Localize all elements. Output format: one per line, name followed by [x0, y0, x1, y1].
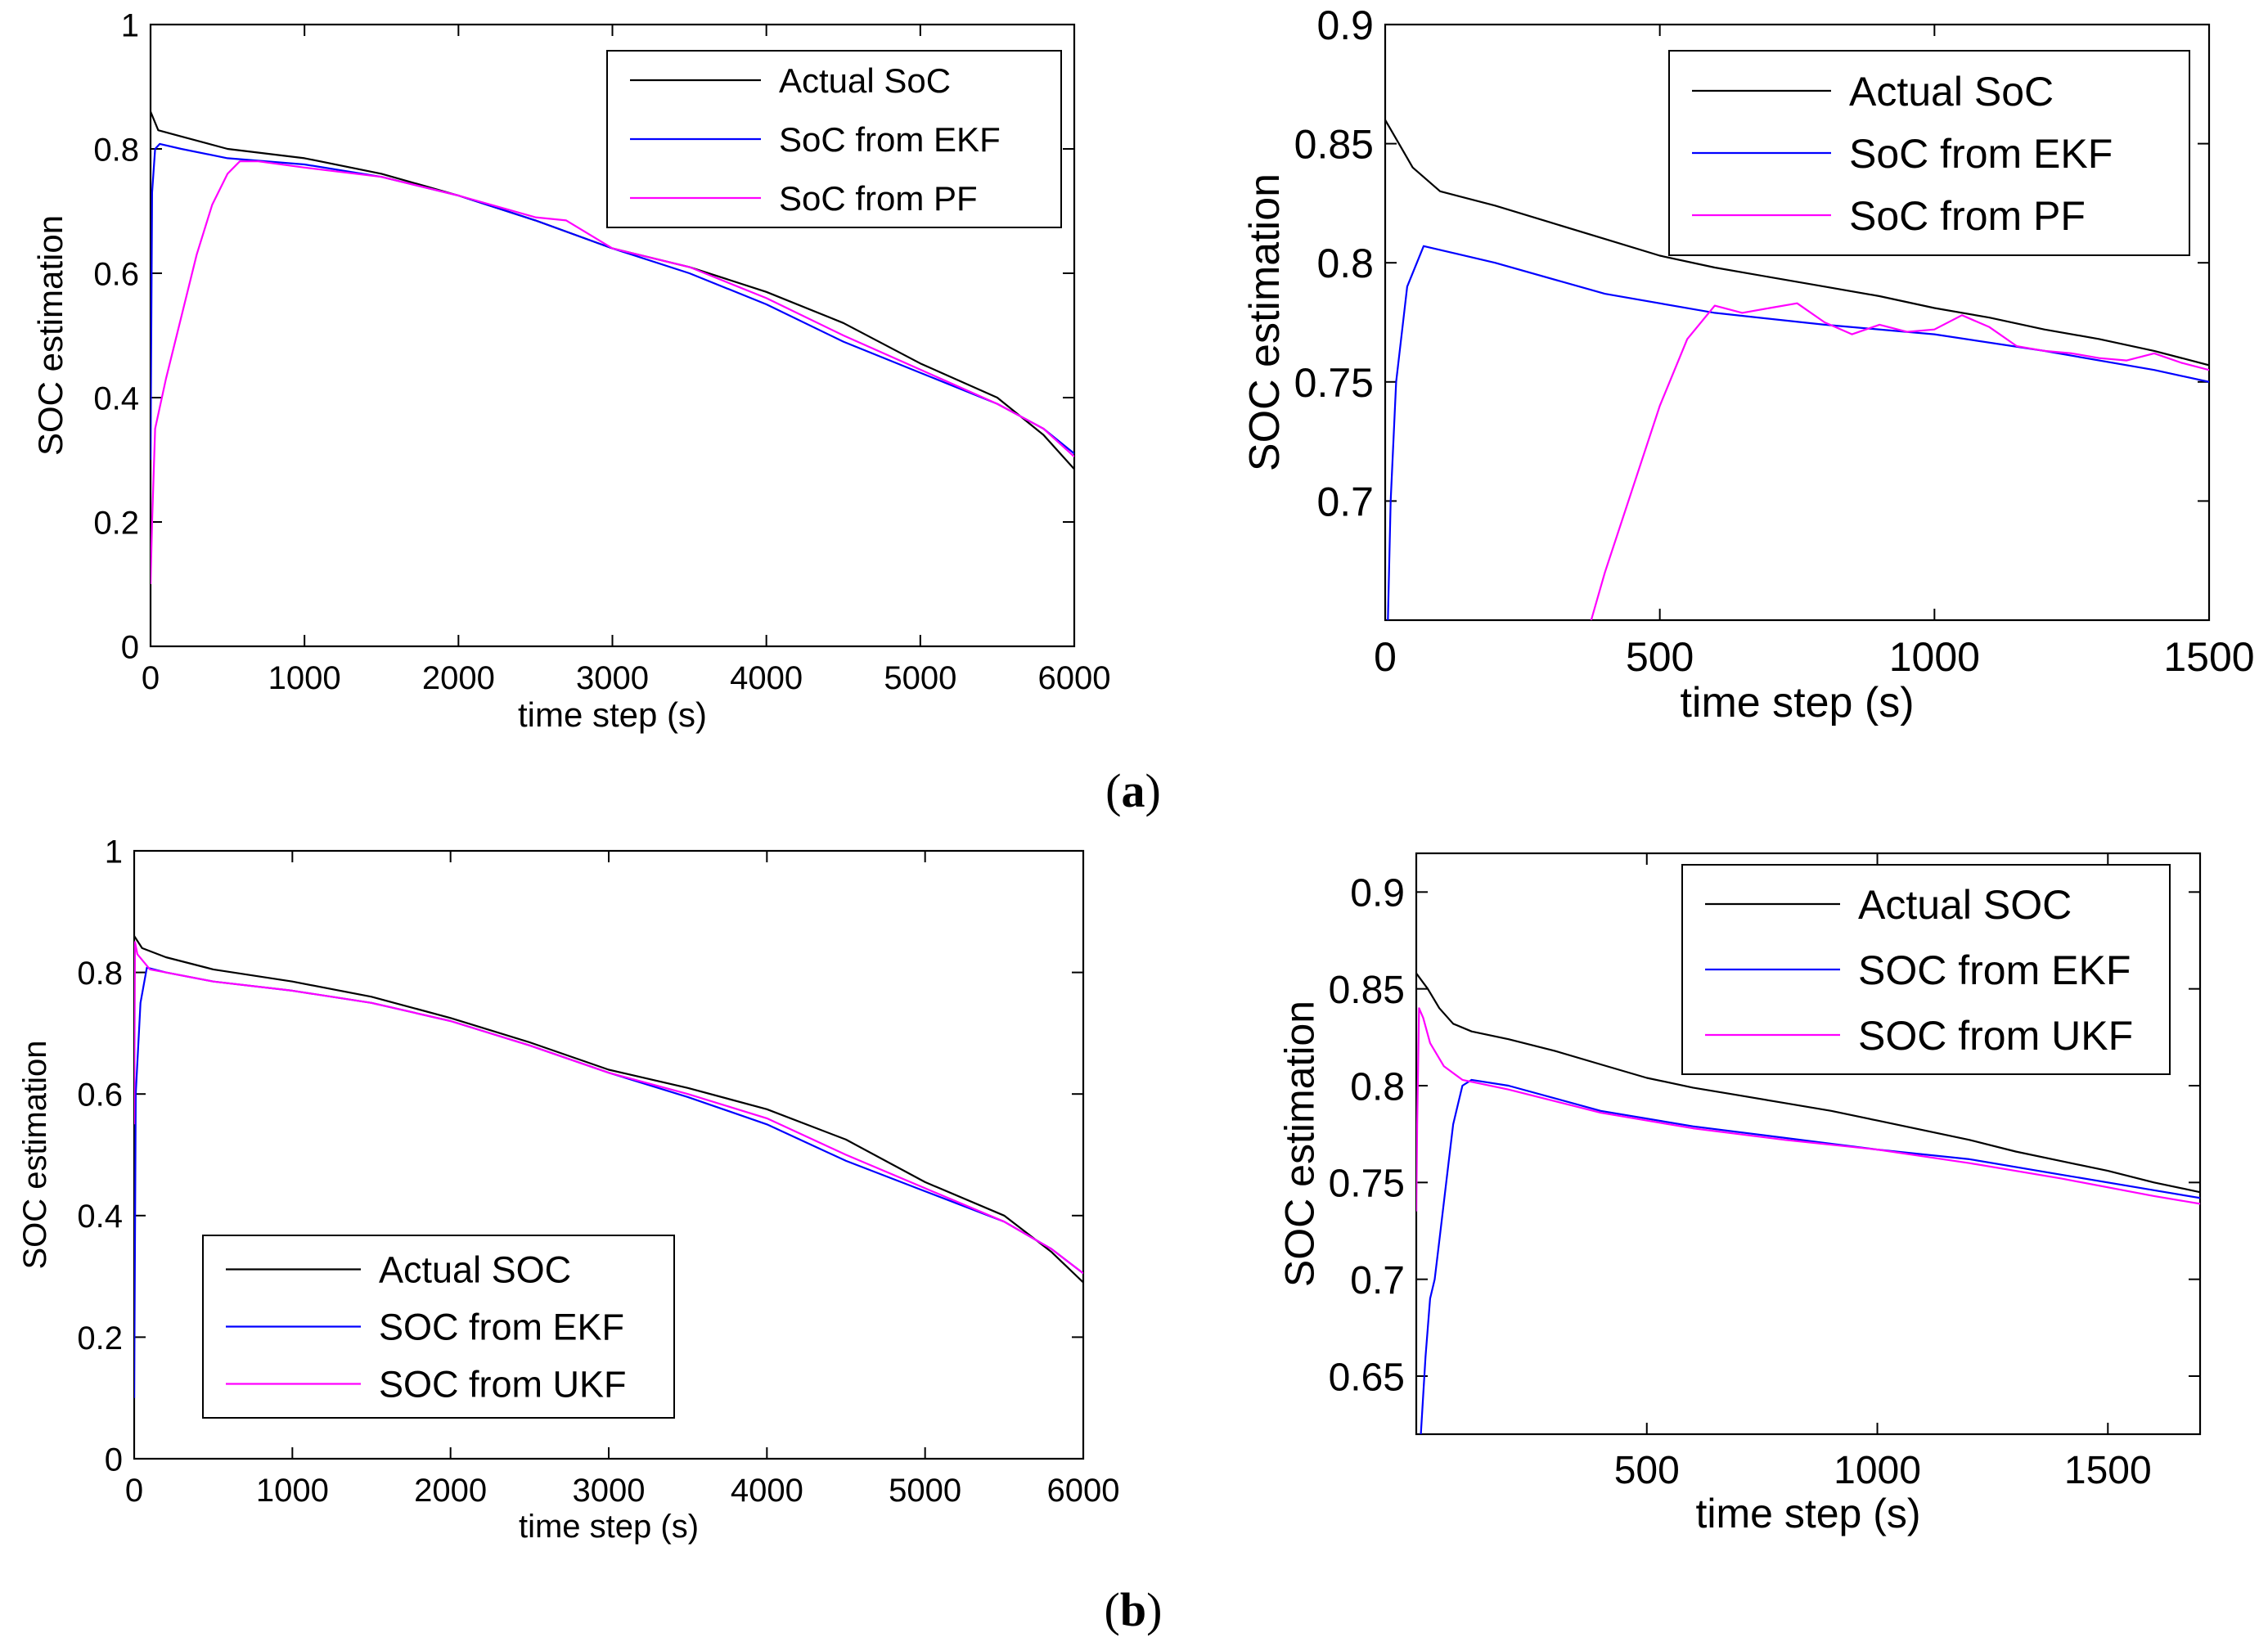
legend-label: SOC from UKF	[1858, 1013, 2133, 1059]
legend: Actual SOC SOC from EKF SOC from UKF	[1681, 864, 2171, 1075]
x-tick-label: 3000	[576, 660, 649, 696]
series-group	[1416, 973, 2200, 1434]
y-tick-label: 0.75	[1329, 1163, 1405, 1206]
panel-label-b: (b)	[1105, 1583, 1163, 1636]
x-tick-label: 0	[142, 660, 160, 696]
legend-label: SOC from EKF	[1858, 947, 2131, 993]
series-line-actual-soc	[134, 935, 1083, 1284]
y-tick-label: 0.6	[77, 1077, 123, 1113]
y-tick-label: 0.8	[1350, 1065, 1405, 1109]
legend-label: SoC from EKF	[1849, 131, 2113, 177]
x-tick-label: 4000	[730, 660, 803, 696]
x-tick-label: 500	[1626, 634, 1694, 680]
y-tick-label: 0.8	[77, 956, 123, 992]
y-tick-label: 0.9	[1316, 2, 1374, 48]
legend-label: SoC from EKF	[779, 120, 1001, 159]
y-tick-label: 0.7	[1316, 479, 1374, 524]
legend-label: SOC from UKF	[379, 1364, 627, 1406]
x-tick-label: 6000	[1047, 1473, 1120, 1509]
series-line-actual-soc	[1416, 973, 2200, 1194]
x-tick-label: 5000	[889, 1473, 961, 1509]
panel-label-b-letter: b	[1120, 1583, 1146, 1636]
panel-label-a-letter: a	[1122, 764, 1145, 817]
panel-label-a: (a)	[1105, 764, 1161, 817]
x-axis-label: time step (s)	[518, 695, 707, 734]
x-tick-label: 500	[1614, 1449, 1680, 1492]
series-line-soc-from-ukf	[1416, 1007, 2200, 1212]
x-tick-label: 0	[1374, 634, 1397, 680]
series-line-actual-soc	[1385, 119, 2209, 367]
series-line-soc-from-pf	[151, 160, 1074, 585]
y-tick-label: 0.8	[93, 132, 139, 168]
y-tick-label: 0.4	[77, 1199, 123, 1235]
x-tick-label: 6000	[1038, 660, 1111, 696]
y-tick-label: 0.8	[1316, 241, 1374, 286]
series-line-soc-from-pf	[1590, 302, 2209, 620]
y-tick-label: 1	[105, 834, 123, 870]
x-tick-label: 1000	[268, 660, 341, 696]
series-line-soc-from-ekf	[151, 142, 1074, 461]
y-tick-label: 0.85	[1294, 122, 1374, 168]
x-tick-label: 2000	[422, 660, 495, 696]
y-tick-label: 0.2	[93, 505, 139, 541]
y-tick-label: 0.85	[1329, 969, 1405, 1012]
series-group	[134, 935, 1083, 1398]
y-axis-label: SOC estimation	[1276, 1001, 1322, 1287]
y-tick-label: 0.2	[77, 1320, 123, 1356]
x-tick-label: 1000	[1834, 1449, 1921, 1492]
legend-label: Actual SOC	[379, 1249, 571, 1291]
x-tick-label: 4000	[731, 1473, 803, 1509]
legend: Actual SoC SoC from EKF SoC from PF	[606, 50, 1062, 228]
legend-label: Actual SoC	[1849, 69, 2054, 115]
series-line-soc-from-ukf	[134, 941, 1083, 1275]
y-tick-label: 0.4	[93, 380, 139, 416]
legend: Actual SOC SOC from EKF SOC from UKF	[202, 1235, 675, 1419]
legend-label: SoC from PF	[779, 179, 978, 218]
series-group	[1385, 119, 2209, 620]
y-axis-label: SOC estimation	[17, 1040, 53, 1269]
x-tick-label: 2000	[414, 1473, 487, 1509]
x-tick-label: 5000	[884, 660, 956, 696]
legend: Actual SoC SoC from EKF SoC from PF	[1668, 50, 2190, 256]
x-tick-label: 0	[125, 1473, 143, 1509]
y-axis-label: SOC estimation	[31, 215, 70, 456]
chart-b-full-range: 0 1000 2000 3000 4000 5000 6000 0 0.2 0.4 0.6 0.8 1 t…	[17, 834, 1119, 1545]
y-tick-label: 0.6	[93, 256, 139, 292]
y-tick-label: 0.75	[1294, 360, 1374, 406]
y-tick-label: 0.65	[1329, 1356, 1405, 1399]
y-tick-label: 0.7	[1350, 1259, 1405, 1302]
chart-a-full-range: 0 1000 2000 3000 4000 5000 6000 0 0.2 0.4 0.6 0.8 1 t…	[31, 7, 1110, 734]
x-tick-label: 1500	[2064, 1449, 2152, 1492]
x-axis-label: time step (s)	[1680, 679, 1914, 727]
legend-label: Actual SoC	[779, 61, 951, 100]
chart-a-zoomed: 0 500 1000 1500 0.7 0.75 0.8 0.85 0.9 time step (…	[1241, 2, 2255, 727]
y-tick-label: 0	[105, 1442, 123, 1478]
y-tick-label: 1	[121, 7, 139, 43]
series-group	[151, 110, 1074, 585]
y-tick-label: 0	[121, 629, 139, 665]
x-tick-label: 1000	[1889, 634, 1980, 680]
chart-b-zoomed: 500 1000 1500 0.65 0.7 0.75 0.8 0.85 0.9 time ste…	[1276, 852, 2202, 1536]
y-axis-label: SOC estimation	[1241, 173, 1289, 471]
x-tick-label: 3000	[573, 1473, 646, 1509]
legend-label: SOC from EKF	[379, 1307, 624, 1348]
legend-label: Actual SOC	[1858, 882, 2072, 928]
series-line-soc-from-ekf	[1420, 1078, 2200, 1434]
x-tick-label: 1500	[2163, 634, 2254, 680]
x-tick-label: 1000	[256, 1473, 329, 1509]
x-axis-label: time step (s)	[519, 1509, 699, 1545]
y-tick-label: 0.9	[1350, 872, 1405, 915]
legend-label: SoC from PF	[1849, 193, 2086, 239]
x-axis-label: time step (s)	[1695, 1491, 1920, 1536]
